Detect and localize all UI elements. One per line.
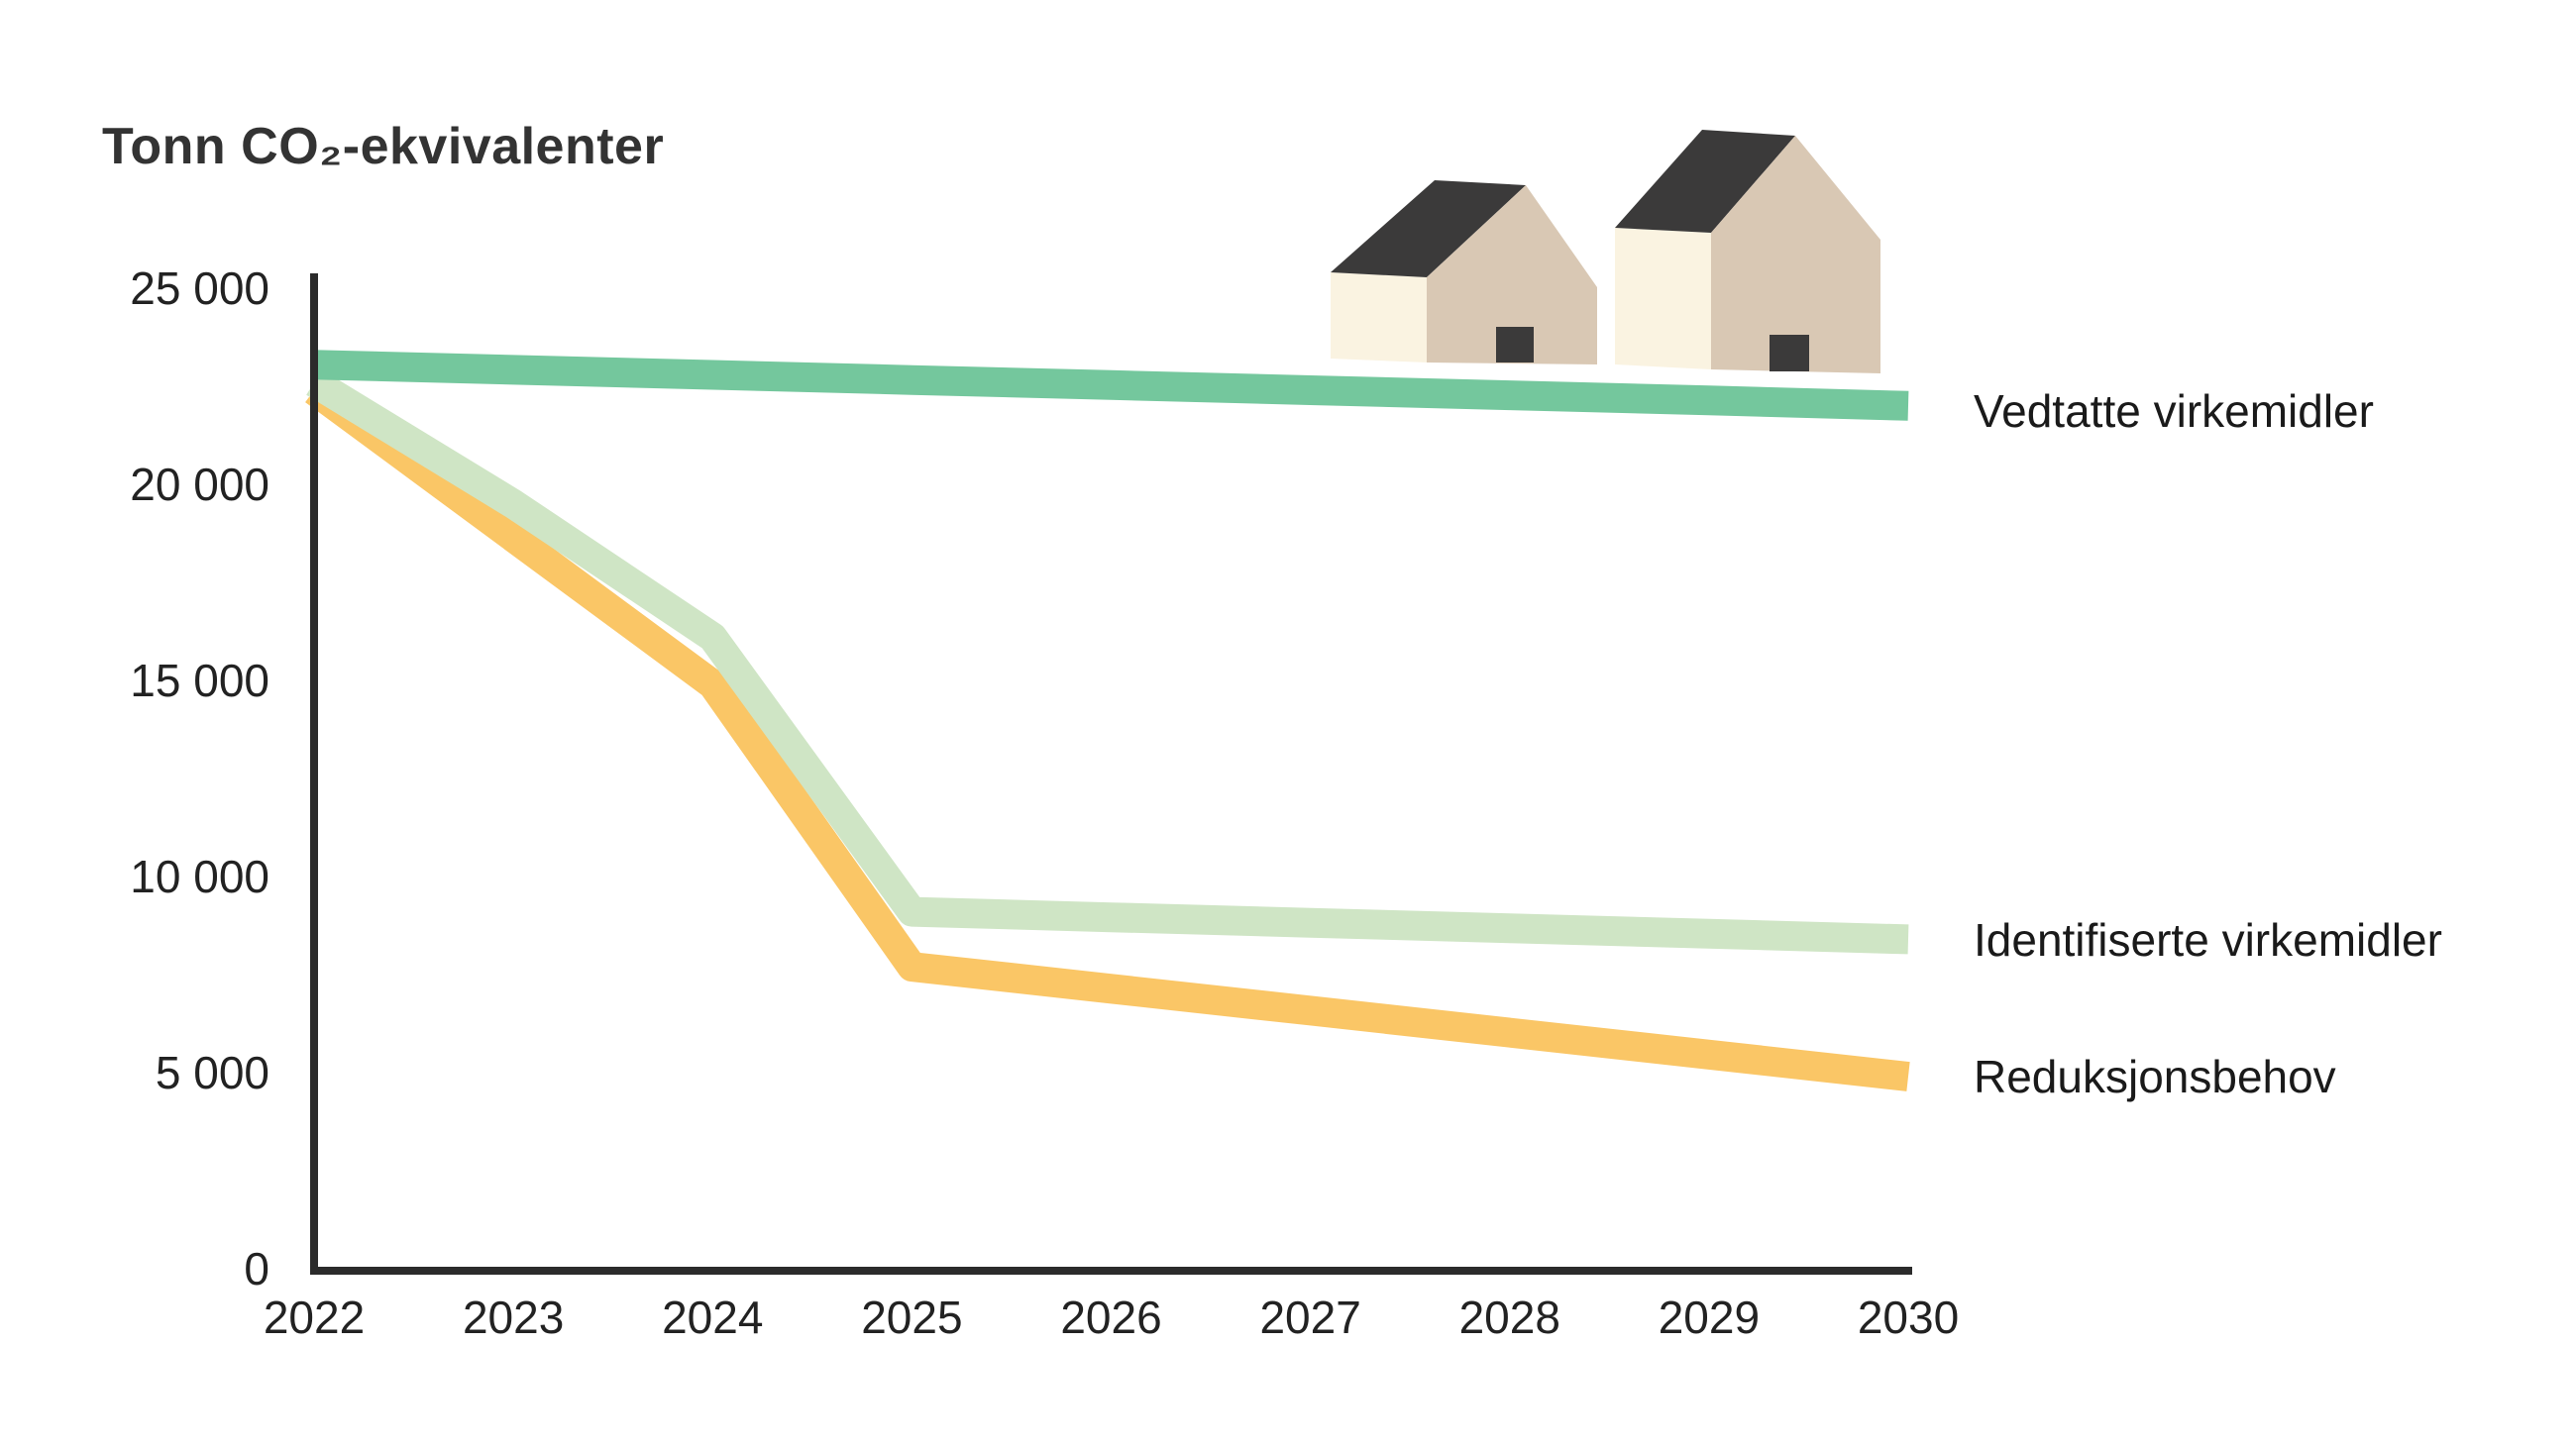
x-axis-line	[310, 1267, 1912, 1275]
x-tick-label: 2030	[1857, 1292, 1960, 1343]
y-tick-label: 10 000	[130, 851, 269, 902]
y-axis-line	[310, 273, 318, 1275]
series-label-reduksjonsbehov: Reduksjonsbehov	[1974, 1051, 2336, 1102]
left-house-roof	[1331, 180, 1526, 277]
x-tick-label: 2028	[1458, 1292, 1560, 1343]
left-house-front-wall	[1331, 272, 1427, 362]
right-house-front-wall	[1615, 228, 1711, 369]
right-house-gable-wall	[1711, 136, 1880, 373]
x-tick-label: 2026	[1060, 1292, 1162, 1343]
x-tick-label: 2027	[1259, 1292, 1361, 1343]
y-tick-label: 25 000	[130, 262, 269, 314]
y-tick-label: 0	[244, 1243, 269, 1294]
right-house-window	[1770, 335, 1809, 371]
line-vedtatte-virkemidler	[313, 350, 1909, 421]
series-label-vedtatte-virkemidler: Vedtatte virkemidler	[1974, 385, 2374, 437]
series-label-identifiserte-virkemidler: Identifiserte virkemidler	[1974, 914, 2442, 966]
x-tick-label: 2024	[662, 1292, 764, 1343]
left-house-gable-wall	[1427, 185, 1597, 364]
y-tick-label: 5 000	[155, 1047, 269, 1098]
x-tick-label: 2025	[861, 1292, 963, 1343]
y-tick-label: 20 000	[130, 459, 269, 510]
x-tick-label: 2022	[263, 1292, 366, 1343]
y-tick-label: 15 000	[130, 655, 269, 706]
left-house-window	[1496, 327, 1534, 362]
houses-illustration	[1331, 130, 1880, 373]
right-house-roof	[1615, 130, 1795, 233]
chart-series-group	[305, 350, 1910, 1091]
line-reduksjonsbehov	[305, 377, 1910, 1091]
x-tick-label: 2029	[1658, 1292, 1761, 1343]
chart-title: Tonn CO₂-ekvivalenter	[102, 118, 665, 175]
line-identifiserte-virkemidler	[306, 369, 1909, 955]
x-tick-label: 2023	[462, 1292, 565, 1343]
